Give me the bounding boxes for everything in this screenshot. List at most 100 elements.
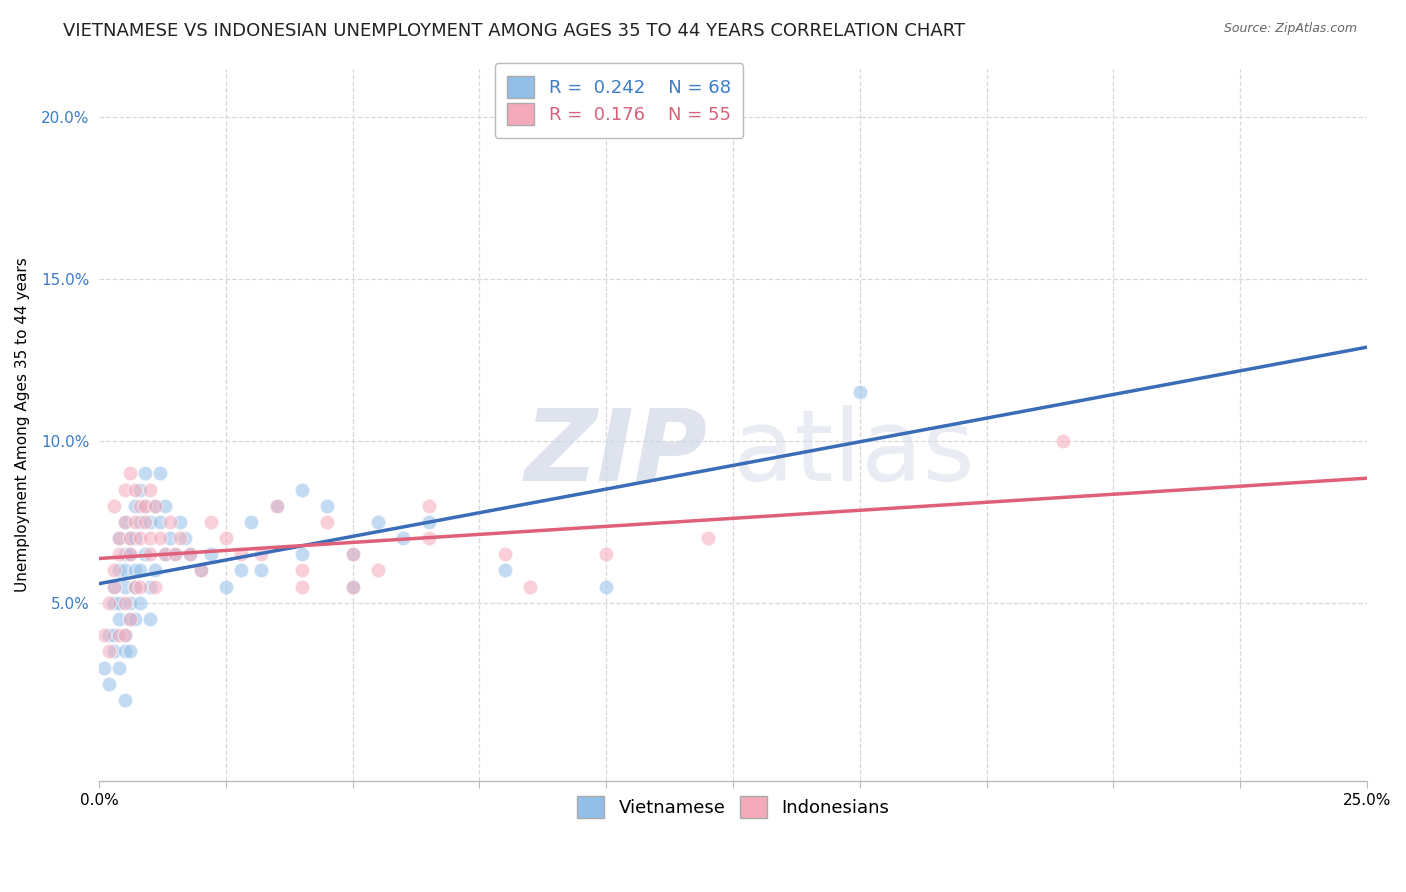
Point [159, 531, 181, 545]
Point [139, 515, 162, 529]
Point [124, 531, 146, 545]
Point [98, 644, 121, 658]
Point [149, 467, 172, 481]
Point [114, 515, 136, 529]
Point [128, 483, 150, 497]
Point [128, 564, 150, 578]
Text: ZIP: ZIP [524, 405, 707, 502]
Point [494, 547, 516, 561]
Point [266, 499, 288, 513]
Text: VIETNAMESE VS INDONESIAN UNEMPLOYMENT AMONG AGES 35 TO 44 YEARS CORRELATION CHAR: VIETNAMESE VS INDONESIAN UNEMPLOYMENT AM… [63, 22, 966, 40]
Point [103, 580, 125, 594]
Point [342, 547, 364, 561]
Point [134, 499, 156, 513]
Point [595, 547, 617, 561]
Point [108, 596, 131, 610]
Point [114, 564, 136, 578]
Point [128, 499, 150, 513]
Point [103, 596, 125, 610]
Point [134, 515, 156, 529]
Point [114, 644, 136, 658]
Point [139, 612, 162, 626]
Point [153, 547, 176, 561]
Point [134, 467, 156, 481]
Point [124, 483, 146, 497]
Point [418, 499, 440, 513]
Point [153, 499, 176, 513]
Point [169, 515, 191, 529]
Point [114, 596, 136, 610]
Point [200, 547, 222, 561]
Point [114, 628, 136, 642]
Point [128, 515, 150, 529]
Point [139, 483, 162, 497]
Point [114, 547, 136, 561]
Point [143, 580, 166, 594]
Point [103, 564, 125, 578]
Point [124, 564, 146, 578]
Point [118, 547, 141, 561]
Point [103, 499, 125, 513]
Point [143, 564, 166, 578]
Point [696, 531, 718, 545]
Point [118, 612, 141, 626]
Point [118, 596, 141, 610]
Point [114, 515, 136, 529]
Point [316, 499, 339, 513]
Point [108, 660, 131, 674]
Text: Source: ZipAtlas.com: Source: ZipAtlas.com [1223, 22, 1357, 36]
Point [595, 580, 617, 594]
Point [190, 564, 212, 578]
Point [215, 580, 238, 594]
Point [98, 677, 121, 691]
Y-axis label: Unemployment Among Ages 35 to 44 years: Unemployment Among Ages 35 to 44 years [15, 258, 30, 592]
Point [231, 564, 253, 578]
Point [114, 580, 136, 594]
Point [103, 644, 125, 658]
Point [231, 547, 253, 561]
Point [128, 531, 150, 545]
Point [124, 580, 146, 594]
Text: atlas: atlas [733, 405, 974, 502]
Point [103, 628, 125, 642]
Point [494, 564, 516, 578]
Point [124, 515, 146, 529]
Point [124, 580, 146, 594]
Point [103, 580, 125, 594]
Point [108, 547, 131, 561]
Point [118, 547, 141, 561]
Point [240, 515, 263, 529]
Point [124, 612, 146, 626]
Point [114, 693, 136, 707]
Point [143, 499, 166, 513]
Point [128, 580, 150, 594]
Point [128, 596, 150, 610]
Point [418, 531, 440, 545]
Point [342, 580, 364, 594]
Point [849, 385, 872, 400]
Point [291, 580, 314, 594]
Point [342, 547, 364, 561]
Point [165, 547, 187, 561]
Point [108, 564, 131, 578]
Point [108, 531, 131, 545]
Point [169, 531, 191, 545]
Point [139, 531, 162, 545]
Point [266, 499, 288, 513]
Point [98, 628, 121, 642]
Point [165, 547, 187, 561]
Point [392, 531, 415, 545]
Point [153, 547, 176, 561]
Point [118, 612, 141, 626]
Point [149, 531, 172, 545]
Point [93, 628, 115, 642]
Point [250, 564, 273, 578]
Point [134, 499, 156, 513]
Point [200, 515, 222, 529]
Point [118, 531, 141, 545]
Point [143, 499, 166, 513]
Point [418, 515, 440, 529]
Point [291, 564, 314, 578]
Point [93, 660, 115, 674]
Point [519, 580, 541, 594]
